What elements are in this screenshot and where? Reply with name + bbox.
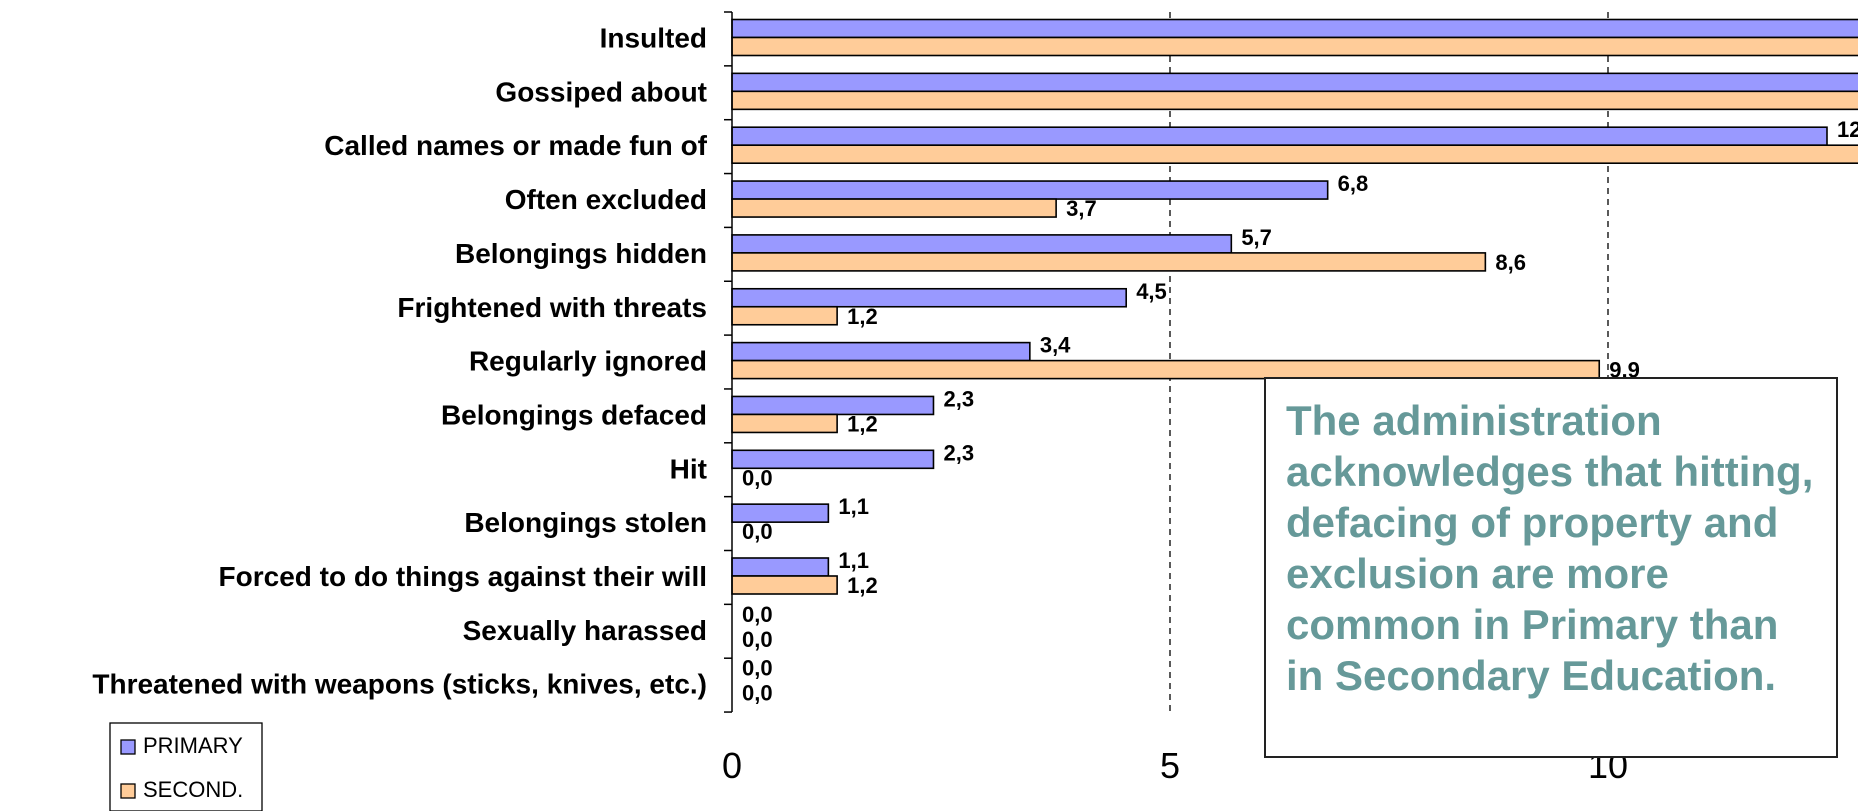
x-tick-label: 0 — [722, 745, 742, 786]
bar-second — [731, 413, 838, 434]
category-label: Belongings defaced — [441, 399, 707, 430]
category-label: Gossiped about — [495, 76, 707, 107]
category-label: Threatened with weapons (sticks, knives,… — [92, 669, 707, 700]
annotation-box: The administration acknowledges that hit… — [1264, 377, 1838, 758]
bar-second — [731, 575, 838, 595]
category-label: Sexually harassed — [463, 615, 707, 646]
data-label: 6,8 — [1338, 171, 1369, 196]
legend: PRIMARY SECOND. — [109, 722, 263, 811]
axes — [724, 11, 733, 713]
bar-primary — [731, 234, 1233, 254]
bar-second — [731, 252, 1487, 272]
category-label: Hit — [670, 453, 707, 484]
category-labels: Insulted Gossiped about Called names or ma… — [92, 23, 707, 700]
bar-second — [731, 36, 1858, 57]
data-label: 3,7 — [1066, 196, 1097, 221]
bar-second — [731, 90, 1858, 111]
data-label: 1,1 — [838, 494, 869, 519]
legend-label: PRIMARY — [143, 733, 243, 758]
data-label: 0,0 — [742, 519, 773, 544]
data-label: 5,7 — [1241, 225, 1272, 250]
data-label: 0,0 — [742, 627, 773, 652]
category-label: Often excluded — [505, 184, 707, 215]
category-label: Insulted — [600, 23, 707, 54]
bar-primary — [731, 341, 1031, 362]
bar-primary — [731, 126, 1828, 146]
data-label: 0,0 — [742, 681, 773, 706]
category-label: Belongings stolen — [464, 507, 707, 538]
category-label: Belongings hidden — [455, 238, 707, 269]
value-labels: 18,219,813,614,812,518,56,83,75,78,64,51… — [742, 117, 1858, 706]
bar-primary — [731, 395, 935, 416]
legend-label: SECOND. — [143, 777, 243, 802]
bar-primary — [731, 557, 830, 577]
data-label: 4,5 — [1136, 279, 1167, 304]
category-label: Forced to do things against their will — [219, 561, 707, 592]
data-label: 2,3 — [943, 440, 974, 465]
category-label: Frightened with threats — [397, 292, 707, 323]
category-label: Regularly ignored — [469, 346, 707, 377]
bar-second — [731, 359, 1601, 380]
data-label: 8,6 — [1495, 250, 1526, 275]
data-label: 1,1 — [838, 548, 869, 573]
legend-swatch — [120, 783, 136, 799]
bar-primary — [731, 287, 1128, 308]
annotation-text: The administration acknowledges that hit… — [1286, 397, 1814, 699]
bar-primary — [731, 72, 1858, 93]
bar-primary — [731, 18, 1858, 39]
bar-primary — [731, 180, 1329, 200]
data-label: 0,0 — [742, 602, 773, 627]
data-label: 0,0 — [742, 656, 773, 681]
data-label: 3,4 — [1040, 333, 1071, 358]
data-label: 1,2 — [847, 411, 878, 436]
bar-second — [731, 305, 838, 326]
bar-second — [731, 144, 1858, 164]
legend-swatch — [120, 739, 136, 755]
data-label: 1,2 — [847, 304, 878, 329]
data-label: 12,5 — [1837, 117, 1858, 142]
category-label: Called names or made fun of — [324, 130, 707, 161]
data-label: 0,0 — [742, 465, 773, 490]
x-tick-label: 5 — [1160, 745, 1180, 786]
data-label: 2,3 — [943, 386, 974, 411]
bar-second — [731, 198, 1057, 218]
data-label: 1,2 — [847, 573, 878, 598]
